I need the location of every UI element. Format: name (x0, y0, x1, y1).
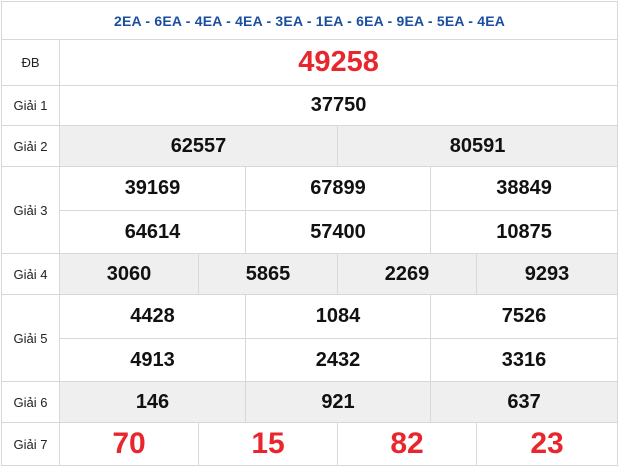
prize-label-db: ĐB (1, 39, 60, 86)
prize-7-number: 23 (475, 422, 618, 466)
lottery-results: 2EA - 6EA - 4EA - 4EA - 3EA - 1EA - 6EA … (0, 1, 618, 466)
prize-7-number: 82 (337, 422, 477, 466)
prize-4-number: 3060 (59, 253, 199, 295)
prize-7-number: 70 (59, 422, 199, 466)
special-prize-number: 49258 (58, 39, 618, 86)
prize-2-number: 62557 (59, 125, 338, 167)
prize-4-number: 5865 (198, 253, 338, 295)
prize-5-number: 4428 (59, 294, 246, 339)
prize-6-number: 146 (59, 381, 246, 423)
prize-label-g2: Giải 2 (1, 125, 60, 167)
prize-label-g3: Giải 3 (1, 166, 60, 254)
prize-6-number: 637 (429, 381, 618, 423)
prize-1-number: 37750 (58, 85, 618, 126)
prize-3-number: 64614 (59, 210, 246, 254)
prize-4-number: 9293 (475, 253, 618, 295)
prize-label-g7: Giải 7 (1, 422, 60, 466)
prize-5-number: 3316 (429, 338, 618, 382)
prize-5-number: 4913 (59, 338, 246, 382)
prize-3-number: 38849 (429, 166, 618, 211)
prize-3-number: 10875 (429, 210, 618, 254)
prize-label-g4: Giải 4 (1, 253, 60, 295)
prize-7-number: 15 (198, 422, 338, 466)
prize-3-number: 39169 (59, 166, 246, 211)
prize-label-g6: Giải 6 (1, 381, 60, 423)
prize-label-g1: Giải 1 (1, 85, 60, 126)
prize-5-number: 2432 (245, 338, 431, 382)
prize-3-number: 57400 (245, 210, 431, 254)
province-codes: 2EA - 6EA - 4EA - 4EA - 3EA - 1EA - 6EA … (0, 1, 618, 40)
prize-2-number: 80591 (336, 125, 618, 167)
prize-5-number: 1084 (245, 294, 431, 339)
results-table: 2EA - 6EA - 4EA - 4EA - 3EA - 1EA - 6EA … (0, 1, 618, 466)
prize-6-number: 921 (245, 381, 431, 423)
prize-4-number: 2269 (337, 253, 477, 295)
prize-5-number: 7526 (429, 294, 618, 339)
prize-label-g5: Giải 5 (1, 294, 60, 382)
prize-3-number: 67899 (245, 166, 431, 211)
